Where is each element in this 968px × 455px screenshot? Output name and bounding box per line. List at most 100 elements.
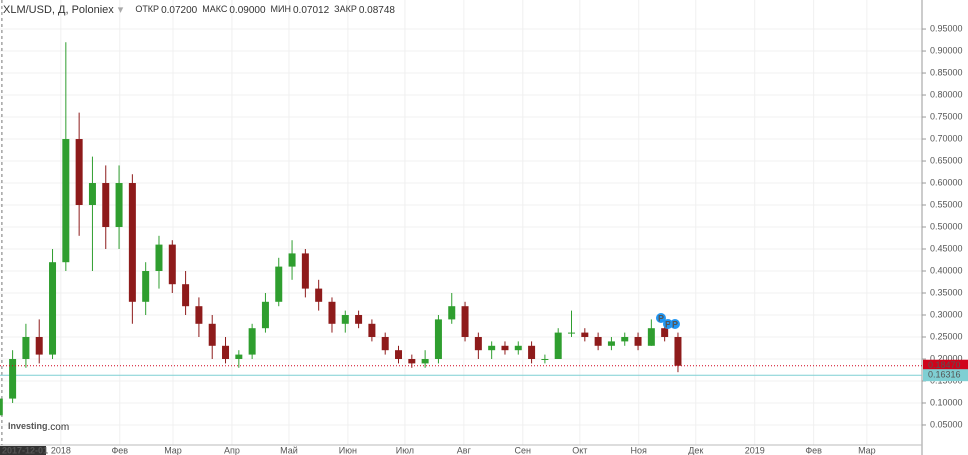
ohlc-value: 0.07200 (161, 5, 198, 16)
candle-body (488, 345, 496, 351)
chart-title: XLM/USD, Д, Poloniex (3, 4, 114, 16)
candle-body (661, 328, 669, 337)
candle-body (528, 345, 536, 359)
candle-body (155, 244, 163, 272)
event-marker[interactable] (662, 319, 673, 329)
candle-body (647, 328, 655, 346)
candle-body (62, 139, 70, 263)
event-marker-label: P (665, 319, 671, 329)
ohlc-value: 0.09000 (229, 5, 266, 16)
x-tick-label: Сен (515, 445, 532, 455)
crosshair-date-label: 2017-12-01 (2, 445, 48, 455)
candle-body (621, 336, 629, 342)
candle-body (501, 345, 509, 351)
y-tick-label: 0.30000 (930, 309, 963, 319)
candle-body (9, 358, 17, 399)
y-tick-label: 0.60000 (930, 177, 963, 187)
candle-body (554, 332, 562, 359)
ohlc-label: ЗАКР (334, 4, 357, 14)
price-tag-label: 0.18470 (928, 360, 961, 370)
y-tick-label: 0.40000 (930, 265, 963, 275)
candle-body (75, 139, 83, 206)
candle-body (568, 332, 576, 334)
candle-body (49, 262, 57, 355)
x-tick-label: Апр (224, 445, 240, 455)
candle-body (88, 183, 96, 206)
price-tag (923, 359, 968, 372)
candle-body (381, 336, 389, 351)
y-tick-label: 0.80000 (930, 89, 963, 99)
brand-logo: Investing.com (8, 421, 69, 432)
candle-body (22, 336, 30, 359)
candle-body (208, 323, 216, 346)
y-tick-label: 0.05000 (930, 419, 963, 429)
candle-body (607, 341, 615, 346)
ohlc-value: 0.07012 (293, 5, 330, 16)
candle-body (541, 358, 549, 360)
event-marker[interactable] (669, 319, 680, 329)
y-tick-label: 0.75000 (930, 111, 963, 121)
x-tick-label: Фев (805, 445, 822, 455)
candle-body (195, 306, 203, 324)
ohlc-label: ОТКР (135, 4, 159, 14)
candle-body (594, 336, 602, 346)
candle-body (102, 183, 110, 228)
candle-body (142, 271, 150, 302)
candle-body (421, 358, 429, 364)
candle-body (288, 253, 296, 267)
x-tick-label: Фев (111, 445, 128, 455)
y-tick-label: 0.35000 (930, 287, 963, 297)
candle-body (474, 336, 482, 351)
crosshair-tag-label: 0.16316 (928, 370, 961, 380)
candle-body (461, 306, 469, 337)
candle-body (368, 323, 376, 337)
candle-body (674, 336, 682, 366)
y-tick-label: 0.50000 (930, 221, 963, 231)
candle-body (0, 398, 3, 416)
x-tick-label: Авг (457, 445, 472, 455)
event-marker[interactable] (655, 313, 666, 323)
y-tick-label: 0.65000 (930, 155, 963, 165)
ohlc-label: МИН (271, 4, 291, 14)
candle-body (128, 183, 136, 302)
candle-body (168, 244, 176, 285)
y-tick-label: 0.95000 (930, 23, 963, 33)
candle-body (235, 354, 243, 359)
candle-body (328, 301, 336, 324)
y-tick-label: 0.55000 (930, 199, 963, 209)
dropdown-icon[interactable]: ▾ (118, 4, 124, 16)
brand-suffix: .com (48, 422, 70, 433)
candle-body (275, 266, 283, 302)
crosshair-tag (923, 369, 968, 382)
y-tick-label: 0.70000 (930, 133, 963, 143)
candle-body (434, 319, 442, 359)
x-tick-label: Май (280, 445, 298, 455)
x-tick-label: 2018 (51, 445, 71, 455)
y-tick-label: 0.85000 (930, 67, 963, 77)
x-tick-label: Июн (339, 445, 357, 455)
candle-body (634, 336, 642, 346)
candle-body (182, 284, 190, 307)
y-tick-label: 0.25000 (930, 331, 963, 341)
y-tick-label: 0.20000 (930, 353, 963, 363)
y-tick-label: 0.45000 (930, 243, 963, 253)
candle-body (395, 350, 403, 359)
candle-body (581, 332, 589, 337)
brand-name: Investing (8, 421, 48, 431)
x-tick-label: Окт (572, 445, 587, 455)
candle-body (408, 358, 416, 364)
x-tick-label: Ноя (631, 445, 648, 455)
candle-body (355, 314, 363, 324)
crosshair-date-tag (0, 446, 46, 455)
x-tick-label: Июл (396, 445, 414, 455)
x-tick-label: Мар (858, 445, 876, 455)
ohlc-value: 0.08748 (359, 5, 396, 16)
candle-body (341, 314, 349, 324)
candle-body (35, 336, 43, 355)
event-marker-label: P (672, 319, 678, 329)
x-tick-label: Мар (164, 445, 182, 455)
candle-body (248, 328, 256, 355)
x-tick-label: 2019 (745, 445, 765, 455)
candle-body (222, 345, 230, 359)
candle-body (448, 306, 456, 320)
